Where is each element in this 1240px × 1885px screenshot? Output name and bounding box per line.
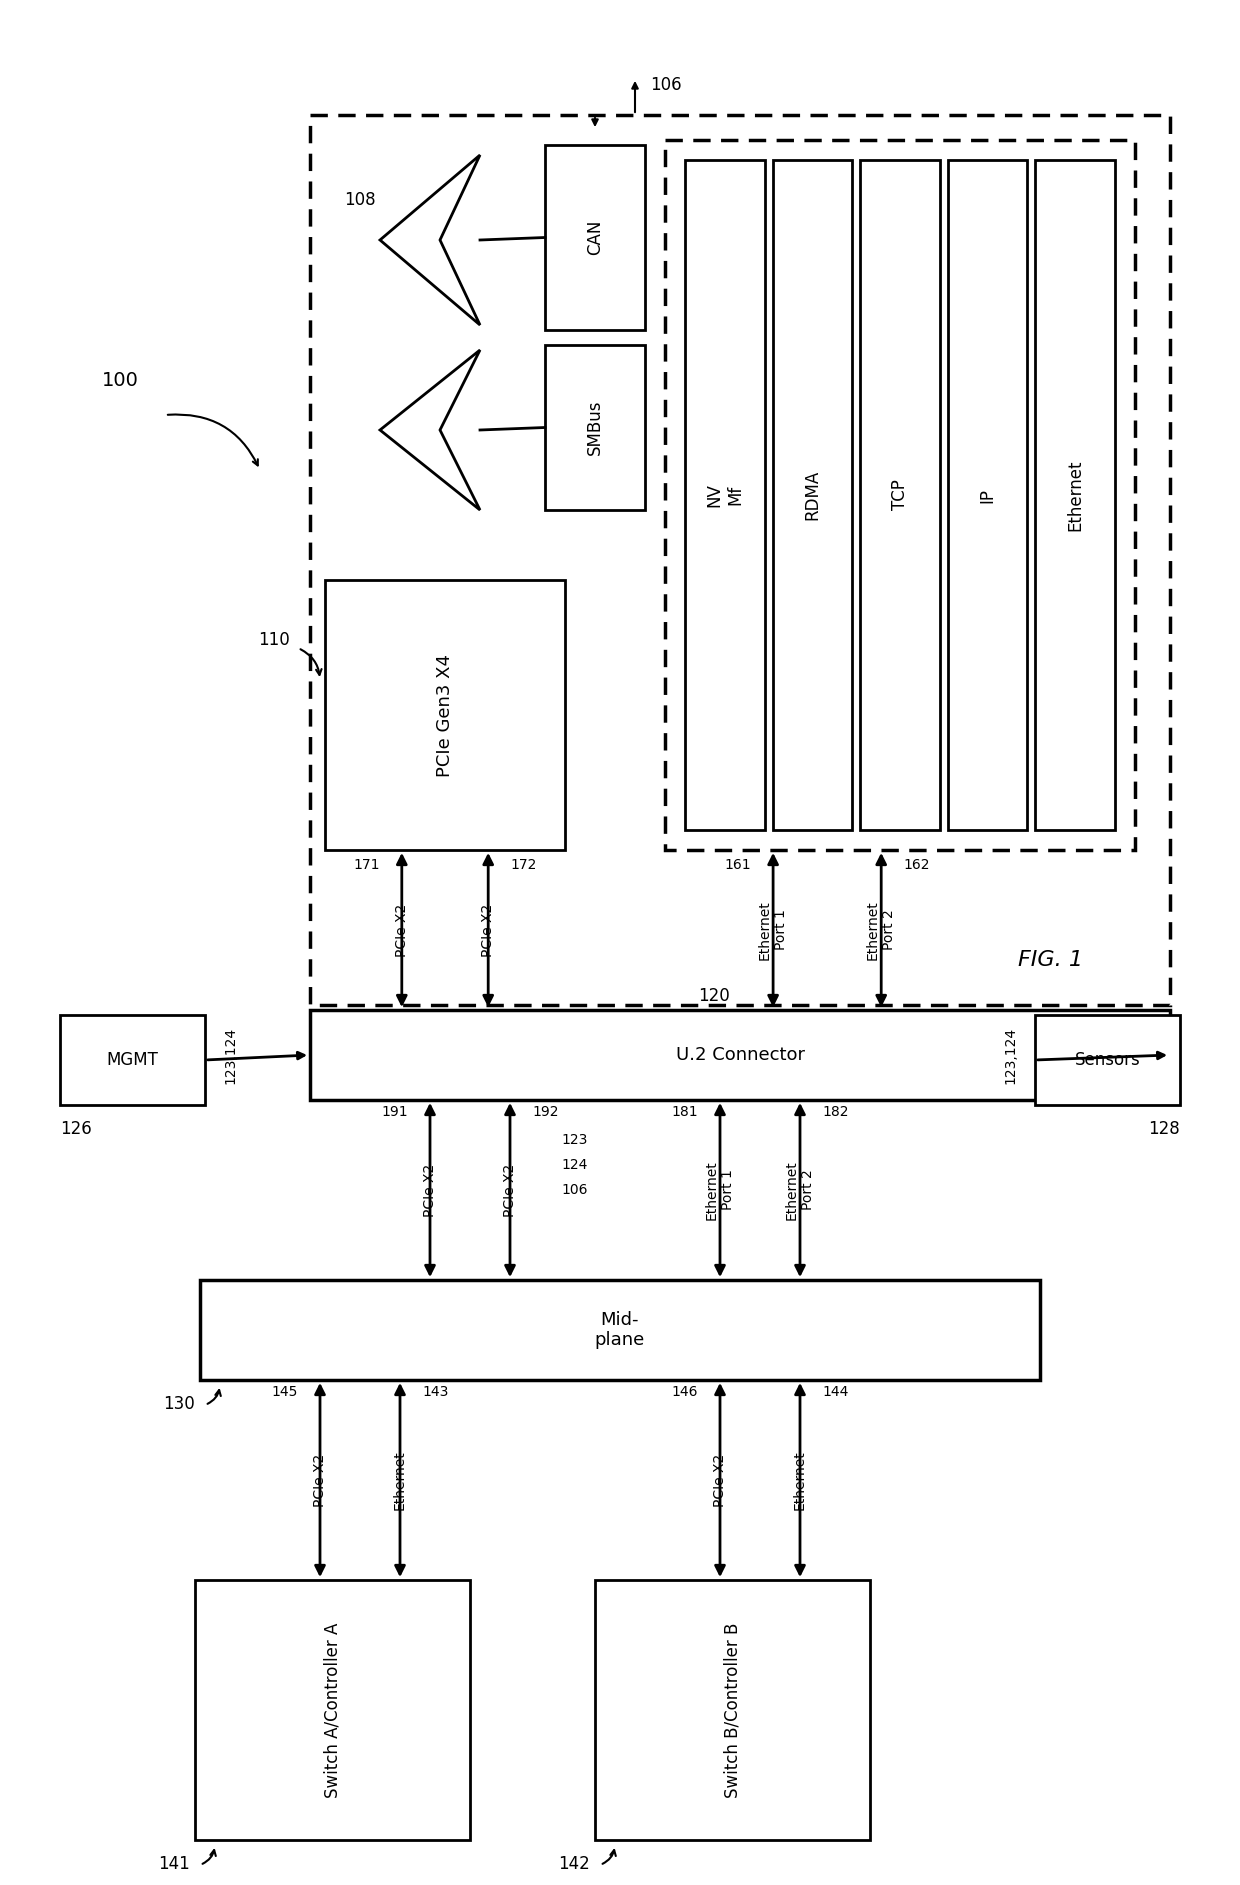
Bar (60, 1014, 205, 1105)
Text: SMBus: SMBus (587, 400, 604, 456)
Text: Ethernet
Port 2: Ethernet Port 2 (866, 901, 897, 959)
Text: 161: 161 (724, 858, 751, 873)
Bar (546, 345, 645, 511)
Bar (773, 160, 852, 829)
Text: 171: 171 (353, 858, 379, 873)
Text: MGMT: MGMT (107, 1052, 159, 1069)
Text: 106: 106 (562, 1184, 588, 1197)
Text: 123,124: 123,124 (223, 1027, 237, 1084)
Text: 100: 100 (102, 371, 139, 390)
Text: PCIe X2: PCIe X2 (503, 1163, 517, 1216)
Text: U.2 Connector: U.2 Connector (676, 1046, 805, 1063)
Text: 123,124: 123,124 (1003, 1027, 1017, 1084)
Text: TCP: TCP (892, 479, 909, 511)
Text: 110: 110 (258, 631, 290, 648)
Text: PCIe X2: PCIe X2 (423, 1163, 436, 1216)
Bar (947, 160, 1028, 829)
Text: 142: 142 (558, 1855, 590, 1874)
Text: 141: 141 (159, 1855, 190, 1874)
Text: 144: 144 (822, 1385, 848, 1399)
Text: 128: 128 (1148, 1120, 1180, 1139)
Text: 108: 108 (345, 190, 376, 209)
Text: Ethernet: Ethernet (393, 1450, 407, 1510)
Text: NV
Mf: NV Mf (706, 483, 744, 507)
Text: 191: 191 (382, 1105, 408, 1120)
Bar (665, 139, 1135, 850)
Text: PCIe X2: PCIe X2 (713, 1453, 727, 1506)
Bar (195, 1580, 470, 1840)
Text: 143: 143 (422, 1385, 449, 1399)
Bar (310, 1010, 1171, 1101)
Text: Ethernet: Ethernet (794, 1450, 807, 1510)
Text: 124: 124 (562, 1157, 588, 1172)
Text: Sensors: Sensors (1075, 1052, 1141, 1069)
Text: 192: 192 (532, 1105, 558, 1120)
Text: CAN: CAN (587, 221, 604, 254)
Text: PCIe X2: PCIe X2 (312, 1453, 327, 1506)
Bar (200, 1280, 1040, 1380)
Text: Ethernet
Port 1: Ethernet Port 1 (704, 1159, 735, 1220)
Text: 123: 123 (562, 1133, 588, 1146)
Text: 130: 130 (164, 1395, 195, 1414)
Text: FIG. 1: FIG. 1 (1018, 950, 1083, 971)
Bar (1035, 1014, 1180, 1105)
Bar (595, 1580, 870, 1840)
Bar (684, 160, 765, 829)
Text: 172: 172 (510, 858, 537, 873)
Bar (325, 581, 565, 850)
Text: 145: 145 (272, 1385, 298, 1399)
Text: Switch A/Controller A: Switch A/Controller A (324, 1623, 341, 1798)
Bar (310, 115, 1171, 1005)
Text: RDMA: RDMA (804, 469, 821, 520)
Text: Switch B/Controller B: Switch B/Controller B (723, 1623, 742, 1798)
Text: 146: 146 (672, 1385, 698, 1399)
Text: 162: 162 (903, 858, 930, 873)
Text: Ethernet: Ethernet (1066, 460, 1084, 532)
Text: 181: 181 (671, 1105, 698, 1120)
Bar (546, 145, 645, 330)
Text: PCIe X2: PCIe X2 (394, 903, 409, 956)
Text: 120: 120 (698, 988, 730, 1005)
Text: Ethernet
Port 1: Ethernet Port 1 (758, 901, 789, 959)
Text: 106: 106 (650, 75, 682, 94)
Bar (861, 160, 940, 829)
Text: IP: IP (978, 488, 997, 503)
Text: Mid-
plane: Mid- plane (595, 1310, 645, 1350)
Text: 126: 126 (60, 1120, 92, 1139)
Text: PCIe X2: PCIe X2 (481, 903, 495, 956)
Text: Ethernet
Port 2: Ethernet Port 2 (785, 1159, 815, 1220)
Text: PCIe Gen3 X4: PCIe Gen3 X4 (436, 654, 454, 777)
Bar (1035, 160, 1115, 829)
Text: 182: 182 (822, 1105, 848, 1120)
